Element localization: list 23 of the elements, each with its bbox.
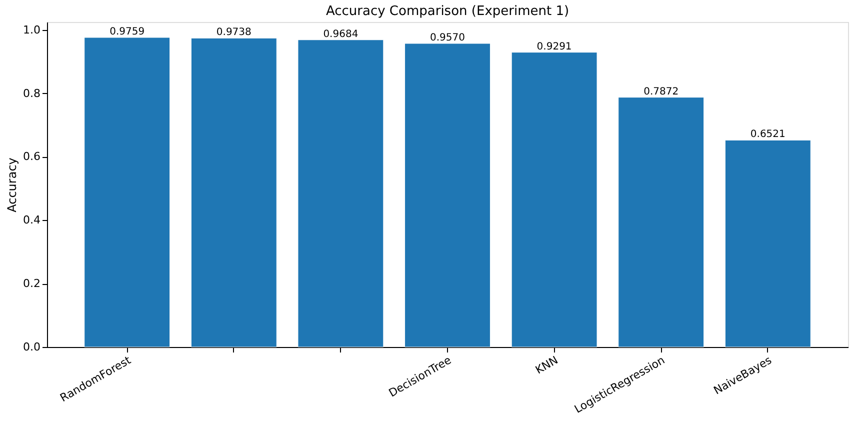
data-label: 0.9684 <box>323 28 358 40</box>
y-tick-label: 0.0 <box>23 340 40 354</box>
bar <box>190 38 277 348</box>
bar <box>298 40 384 348</box>
bar <box>618 97 704 348</box>
y-tick-label: 1.0 <box>23 23 40 36</box>
chart-title: Accuracy Comparison (Experiment 1) <box>326 4 570 19</box>
data-label: 0.9570 <box>430 32 465 44</box>
y-tick-label: 0.6 <box>23 150 40 164</box>
bar <box>404 43 490 348</box>
data-label: 0.6521 <box>750 129 786 140</box>
data-label: 0.9738 <box>216 27 252 38</box>
y-tick-label: 0.2 <box>23 277 40 290</box>
x-tick-label: KNN <box>533 354 560 377</box>
data-label: 0.9291 <box>536 41 572 52</box>
y-tick-label: 0.4 <box>23 214 40 227</box>
data-label: 0.9759 <box>110 26 145 38</box>
y-axis-title: Accuracy <box>5 158 20 212</box>
bar <box>511 52 598 348</box>
data-label: 0.7872 <box>644 86 679 98</box>
bar <box>724 140 811 348</box>
y-tick-label: 0.8 <box>23 86 40 100</box>
bar <box>84 37 170 348</box>
